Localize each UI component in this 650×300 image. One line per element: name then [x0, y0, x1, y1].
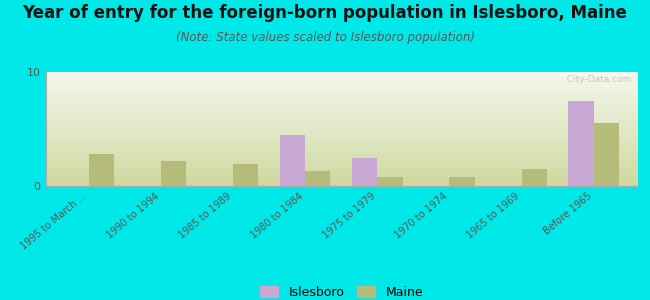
Bar — [449, 177, 474, 186]
Bar — [593, 123, 619, 186]
Bar — [521, 169, 547, 186]
Legend: Islesboro, Maine: Islesboro, Maine — [255, 281, 428, 300]
Bar — [352, 158, 377, 186]
Text: (Note: State values scaled to Islesboro population): (Note: State values scaled to Islesboro … — [176, 32, 474, 44]
Text: Year of entry for the foreign-born population in Islesboro, Maine: Year of entry for the foreign-born popul… — [23, 4, 627, 22]
Bar — [89, 154, 114, 186]
Bar — [161, 161, 186, 186]
Bar — [569, 100, 593, 186]
Bar — [233, 164, 258, 186]
Bar — [306, 171, 330, 186]
Bar — [377, 177, 402, 186]
Text: City-Data.com: City-Data.com — [561, 75, 631, 84]
Bar — [280, 135, 305, 186]
